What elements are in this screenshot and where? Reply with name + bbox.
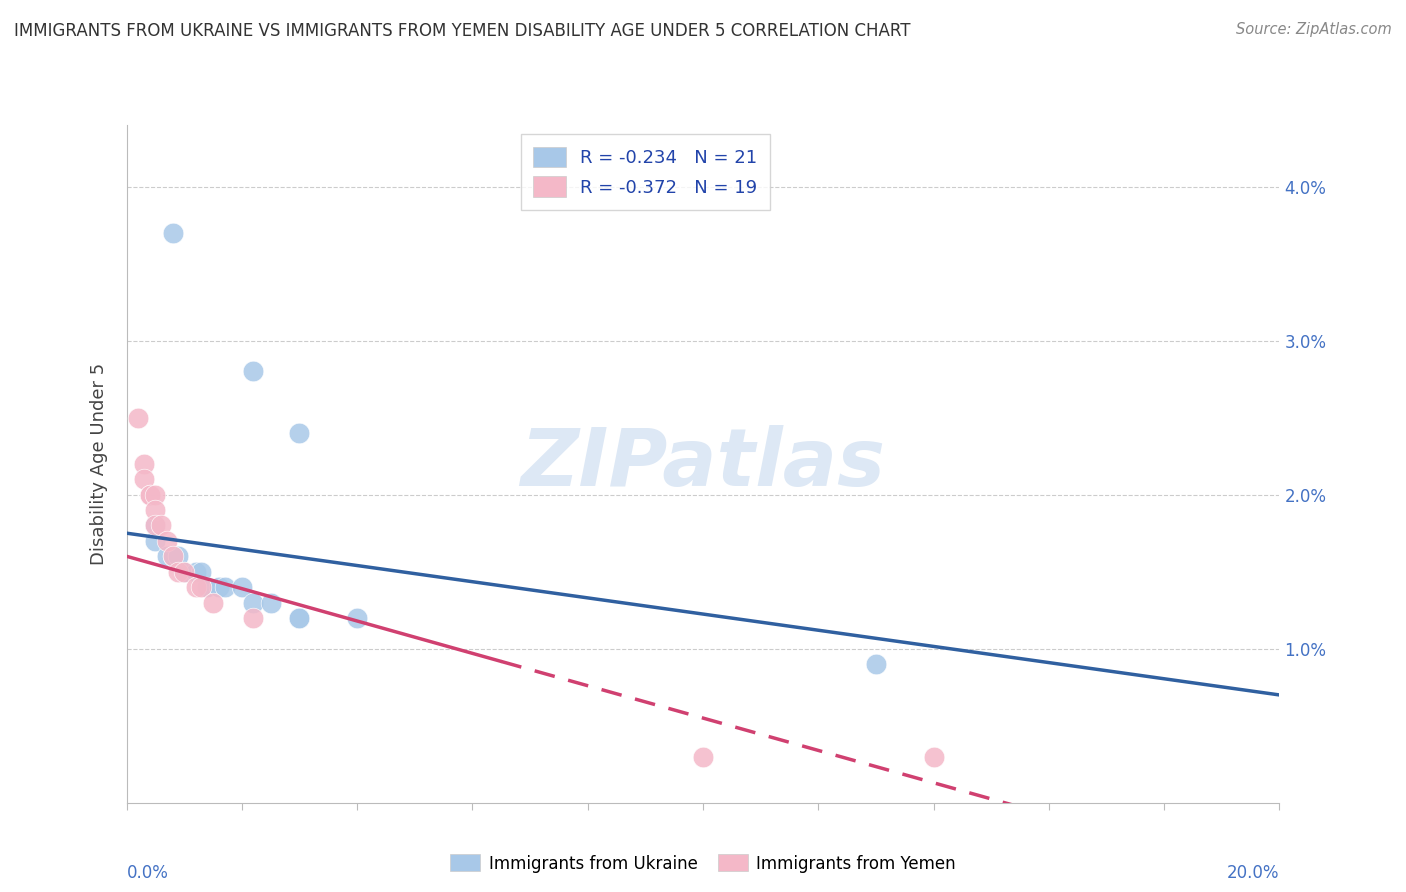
Text: 0.0%: 0.0% [127, 864, 169, 882]
Point [145, 488, 166, 502]
Point [865, 657, 887, 672]
Point [162, 549, 184, 564]
Text: IMMIGRANTS FROM UKRAINE VS IMMIGRANTS FROM YEMEN DISABILITY AGE UNDER 5 CORRELAT: IMMIGRANTS FROM UKRAINE VS IMMIGRANTS FR… [14, 22, 911, 40]
Point [190, 565, 212, 579]
Point [156, 533, 179, 548]
Point [190, 580, 212, 594]
Point [208, 580, 231, 594]
Point [138, 488, 160, 502]
Point [692, 749, 714, 764]
Legend: Immigrants from Ukraine, Immigrants from Yemen: Immigrants from Ukraine, Immigrants from… [444, 847, 962, 880]
Point [195, 580, 218, 594]
Point [259, 595, 281, 609]
Point [242, 595, 264, 609]
Point [145, 533, 166, 548]
Point [214, 580, 236, 594]
Point [162, 549, 184, 564]
Point [288, 425, 311, 440]
Point [167, 549, 190, 564]
Point [184, 580, 207, 594]
Point [156, 549, 179, 564]
Point [346, 611, 368, 625]
Point [242, 611, 264, 625]
Point [150, 518, 173, 533]
Point [167, 565, 190, 579]
Point [173, 565, 195, 579]
Point [145, 518, 166, 533]
Point [202, 595, 225, 609]
Point [288, 611, 311, 625]
Text: 20.0%: 20.0% [1227, 864, 1279, 882]
Point [132, 472, 155, 486]
Y-axis label: Disability Age Under 5: Disability Age Under 5 [90, 363, 108, 565]
Point [922, 749, 945, 764]
Point [231, 580, 253, 594]
Point [127, 410, 149, 425]
Point [145, 518, 166, 533]
Text: Source: ZipAtlas.com: Source: ZipAtlas.com [1236, 22, 1392, 37]
Point [162, 226, 184, 240]
Legend: R = -0.234   N = 21, R = -0.372   N = 19: R = -0.234 N = 21, R = -0.372 N = 19 [520, 134, 770, 210]
Point [184, 565, 207, 579]
Point [288, 611, 311, 625]
Point [138, 488, 160, 502]
Point [132, 457, 155, 471]
Text: ZIPatlas: ZIPatlas [520, 425, 886, 503]
Point [145, 503, 166, 517]
Point [173, 565, 195, 579]
Point [242, 364, 264, 378]
